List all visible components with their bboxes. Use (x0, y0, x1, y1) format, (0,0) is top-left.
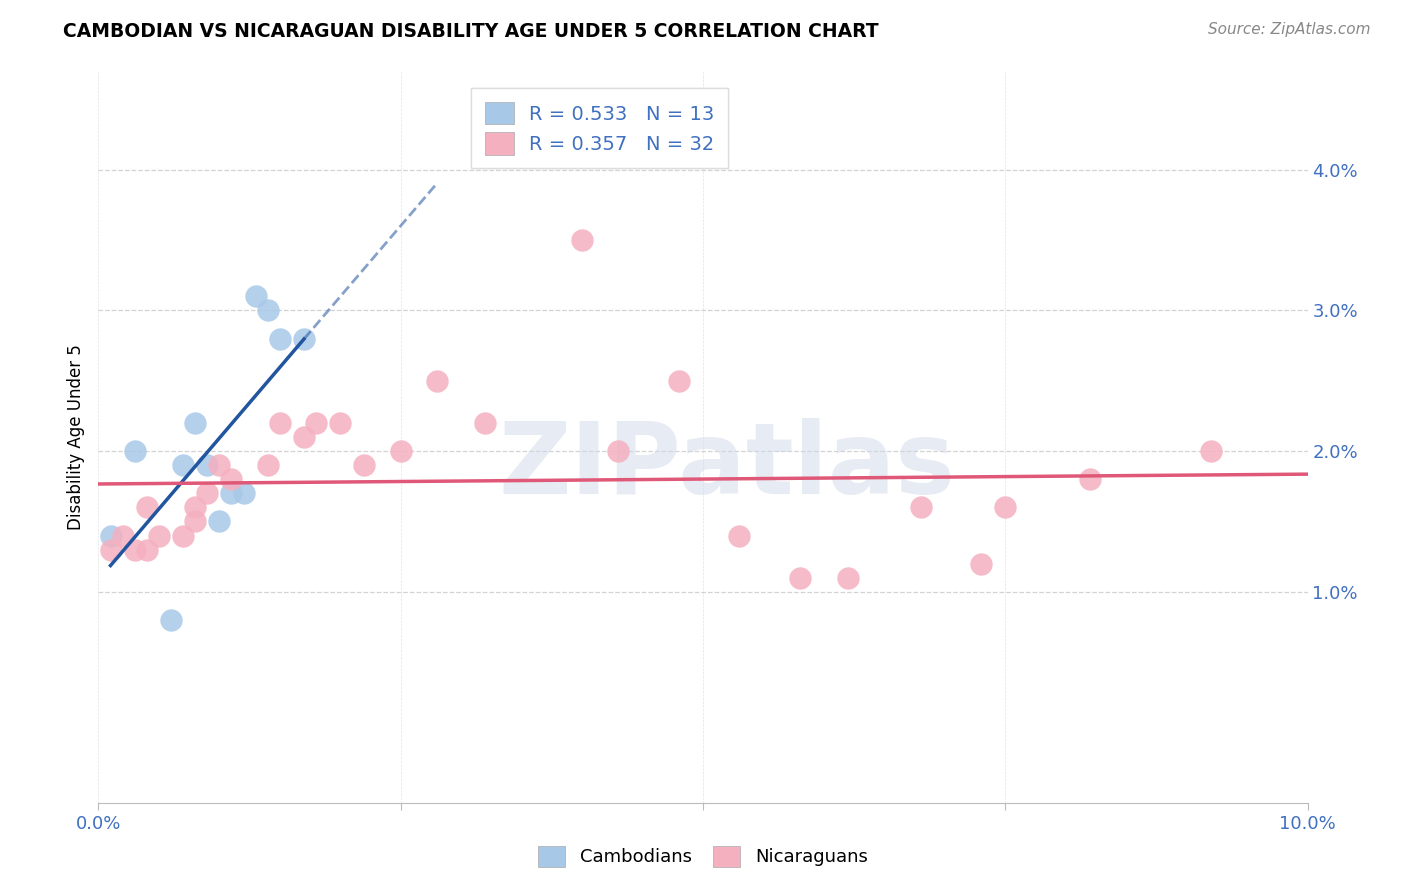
Point (970, 557, 993, 571)
Point (100, 542, 122, 557)
Point (195, 486, 218, 500)
Point (184, 416, 207, 430)
Point (195, 458, 218, 473)
Point (124, 542, 146, 557)
Point (607, 444, 630, 458)
Point (135, 500, 157, 515)
Point (292, 430, 315, 444)
Point (1199, 444, 1222, 458)
Text: Source: ZipAtlas.com: Source: ZipAtlas.com (1208, 22, 1371, 37)
Point (910, 500, 932, 515)
Point (208, 515, 231, 529)
Point (221, 472, 243, 486)
Point (172, 458, 194, 473)
Point (184, 500, 207, 515)
Point (571, 233, 593, 247)
Point (474, 416, 496, 430)
Point (160, 613, 183, 627)
Point (668, 374, 690, 388)
Y-axis label: Disability Age Under 5: Disability Age Under 5 (66, 344, 84, 530)
Point (148, 528, 170, 542)
Point (789, 571, 811, 585)
Text: ZIPatlas: ZIPatlas (499, 417, 956, 515)
Text: CAMBODIAN VS NICARAGUAN DISABILITY AGE UNDER 5 CORRELATION CHART: CAMBODIAN VS NICARAGUAN DISABILITY AGE U… (63, 22, 879, 41)
Point (728, 528, 751, 542)
Point (994, 500, 1017, 515)
Point (269, 416, 291, 430)
Point (184, 515, 207, 529)
Point (269, 332, 291, 346)
Point (111, 528, 134, 542)
Point (124, 444, 146, 458)
Point (256, 303, 278, 318)
Point (389, 444, 412, 458)
Point (232, 486, 254, 500)
Point (1078, 472, 1101, 486)
Point (837, 571, 859, 585)
Point (305, 416, 328, 430)
Point (172, 528, 194, 542)
Point (426, 374, 449, 388)
Point (135, 542, 157, 557)
Point (100, 528, 122, 542)
Point (221, 486, 243, 500)
Point (292, 332, 315, 346)
Point (329, 416, 352, 430)
Point (245, 289, 267, 303)
Legend: Cambodians, Nicaraguans: Cambodians, Nicaraguans (531, 838, 875, 874)
Point (208, 458, 231, 473)
Point (353, 458, 375, 473)
Legend: R = 0.533   N = 13, R = 0.357   N = 32: R = 0.533 N = 13, R = 0.357 N = 32 (471, 88, 728, 169)
Point (256, 458, 278, 473)
